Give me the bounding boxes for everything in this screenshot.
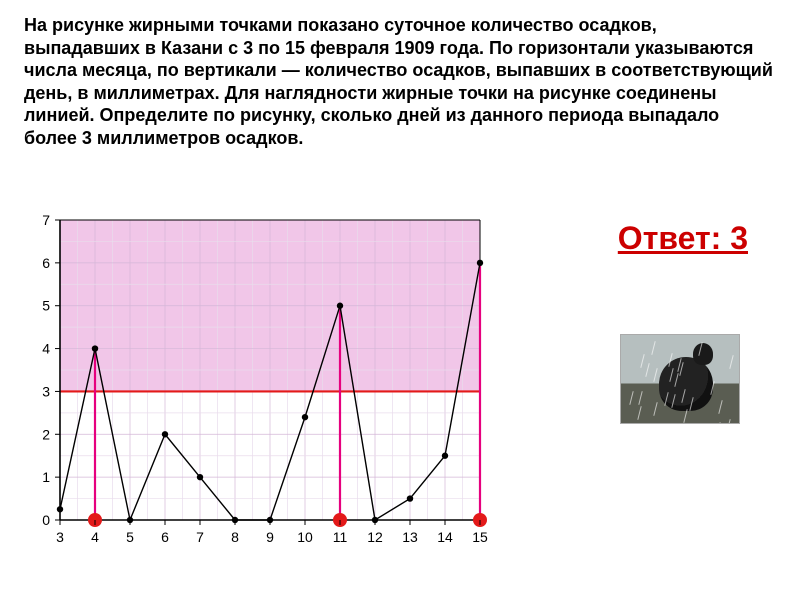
svg-text:12: 12 xyxy=(367,529,383,545)
rain-streak xyxy=(718,400,722,414)
svg-text:4: 4 xyxy=(91,529,99,545)
rain-streak xyxy=(637,406,641,420)
rain-streak xyxy=(653,403,657,417)
svg-text:8: 8 xyxy=(231,529,239,545)
rain-streak xyxy=(653,368,657,382)
svg-text:9: 9 xyxy=(266,529,274,545)
problem-text: На рисунке жирными точками показано суто… xyxy=(24,14,776,149)
bird-in-rain-photo xyxy=(620,334,740,424)
svg-text:15: 15 xyxy=(472,529,488,545)
rain-streak xyxy=(652,341,656,355)
rain-streak xyxy=(629,391,633,405)
svg-text:5: 5 xyxy=(42,298,50,314)
svg-text:7: 7 xyxy=(196,529,204,545)
rain-streak xyxy=(730,355,734,369)
rain-streak xyxy=(645,363,649,377)
svg-text:3: 3 xyxy=(56,529,64,545)
answer-label: Ответ: 3 xyxy=(618,220,748,257)
svg-text:10: 10 xyxy=(297,529,313,545)
svg-text:3: 3 xyxy=(42,383,50,399)
svg-text:0: 0 xyxy=(42,512,50,528)
rain-streak xyxy=(640,354,644,368)
bird-silhouette xyxy=(659,357,713,411)
rain-streak xyxy=(727,419,731,424)
svg-text:5: 5 xyxy=(126,529,134,545)
svg-text:14: 14 xyxy=(437,529,453,545)
svg-text:4: 4 xyxy=(42,341,50,357)
svg-text:6: 6 xyxy=(42,255,50,271)
svg-text:1: 1 xyxy=(42,469,50,485)
svg-text:6: 6 xyxy=(161,529,169,545)
svg-text:13: 13 xyxy=(402,529,418,545)
rain-streak xyxy=(684,409,688,423)
precipitation-chart: 345678910111213141501234567 xyxy=(30,210,490,590)
svg-text:11: 11 xyxy=(333,529,348,545)
svg-text:2: 2 xyxy=(42,426,50,442)
rain-streak xyxy=(639,391,643,405)
svg-text:7: 7 xyxy=(42,212,50,228)
rain-streak xyxy=(716,422,720,424)
